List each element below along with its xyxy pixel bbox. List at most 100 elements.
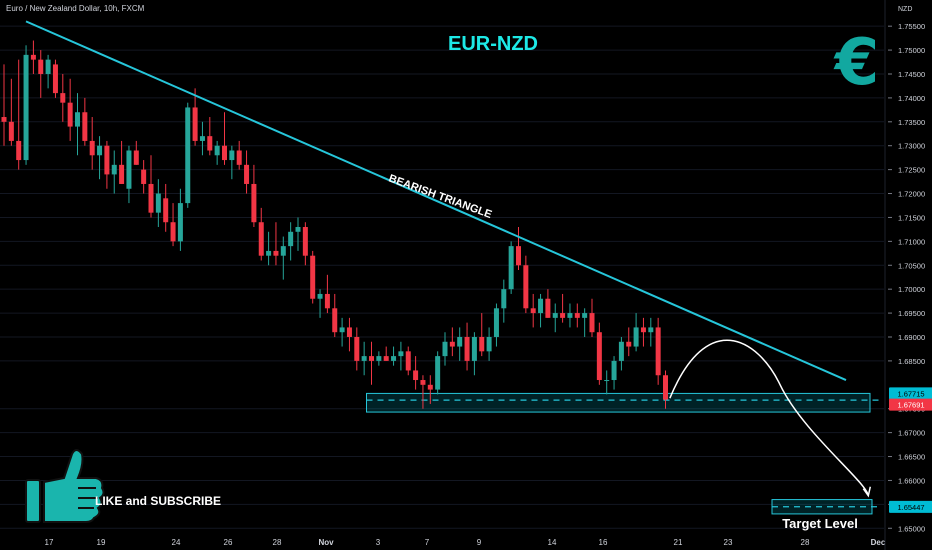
candle-body (545, 298, 551, 318)
candle-body (361, 356, 367, 361)
candle-body (604, 380, 610, 382)
euro-icon: € (833, 26, 880, 100)
y-tick-label: 1.66000 (898, 476, 925, 485)
x-tick-label: 26 (224, 538, 233, 547)
candle-body (449, 341, 455, 347)
candle-body (457, 336, 463, 347)
candle-body (75, 112, 80, 127)
x-tick-label: 24 (172, 538, 181, 547)
x-tick-label: 16 (599, 538, 608, 547)
candle-body (280, 246, 286, 256)
x-tick-label: 3 (376, 538, 381, 547)
candle-body (493, 308, 499, 337)
y-tick-label: 1.66500 (898, 453, 925, 462)
x-tick-label: 14 (548, 538, 557, 547)
candle-body (170, 222, 176, 242)
candle-body (464, 336, 470, 361)
chart-title: EUR-NZD (448, 33, 538, 55)
candle-body (67, 102, 73, 127)
y-tick-label: 1.65000 (898, 524, 925, 533)
x-tick-label: 7 (425, 538, 430, 547)
x-tick-label: Nov (318, 538, 334, 547)
x-tick-label: 21 (674, 538, 683, 547)
y-tick-label: 1.71000 (898, 237, 925, 246)
candle-body (266, 250, 272, 256)
candle-body (471, 336, 477, 361)
price-badge (889, 398, 932, 411)
y-tick-label: 1.70500 (898, 261, 925, 270)
candle-body (133, 150, 139, 165)
candle-body (89, 140, 95, 156)
candle-body (574, 313, 580, 318)
projection-path (669, 339, 870, 496)
thumbs-up-icon (25, 449, 105, 523)
candle-body (648, 327, 654, 333)
candle-body (435, 356, 441, 390)
candle-body (339, 327, 345, 333)
candle-body (516, 246, 521, 266)
target-label: Target Level (782, 516, 858, 531)
candle-body (30, 54, 36, 60)
candle-body (383, 356, 389, 361)
candle-body (376, 356, 382, 361)
support-zone (366, 392, 871, 413)
candle-body (38, 59, 44, 74)
candle-body (177, 203, 183, 242)
candle-body (163, 198, 169, 223)
candle-body (119, 164, 125, 184)
candle-body (442, 341, 448, 357)
candle-body (324, 293, 330, 309)
candle-body (655, 327, 661, 376)
candle-body (251, 183, 257, 223)
candle-body (560, 313, 566, 318)
candle-body (126, 150, 132, 189)
candle-body (244, 164, 250, 184)
candle-body (391, 356, 397, 361)
y-tick-label: 1.73500 (898, 118, 925, 127)
candle-body (288, 231, 294, 247)
y-tick-label: 1.69000 (898, 333, 925, 342)
candle-body (611, 360, 617, 381)
symbol-header: Euro / New Zealand Dollar, 10h, FXCM (6, 4, 145, 13)
candle-body (310, 255, 316, 299)
candle-body (207, 136, 213, 151)
candle-body (104, 145, 110, 175)
candle-body (369, 356, 374, 361)
candle-body (273, 250, 279, 256)
price-badge (889, 387, 932, 400)
y-tick-label: 1.67000 (898, 429, 925, 438)
candle-body (141, 169, 147, 184)
candle-body (596, 332, 602, 381)
x-tick-label: 9 (477, 538, 482, 547)
candle-body (530, 308, 536, 314)
candle-body (60, 93, 66, 103)
y-tick-label: 1.74000 (898, 94, 925, 103)
pattern-label: BEARISH TRIANGLE (387, 173, 493, 221)
currency-label: NZD (898, 6, 912, 13)
candle-body (582, 313, 588, 318)
candle-body (618, 341, 624, 361)
candle-body (538, 298, 544, 314)
trendline (25, 20, 847, 381)
candle-body (427, 384, 433, 390)
price-badge (889, 500, 932, 513)
y-tick-label: 1.75500 (898, 22, 925, 31)
candle-body (302, 227, 308, 256)
x-tick-label: 28 (273, 538, 282, 547)
candle-body (111, 164, 117, 175)
candle-body (52, 64, 58, 94)
candle-body (589, 313, 595, 333)
candle-body (567, 313, 573, 318)
candle-body (148, 183, 154, 213)
candle-body (23, 54, 29, 161)
candle-body (45, 59, 51, 74)
candle-body (405, 351, 411, 371)
candle-body (552, 313, 558, 318)
candle-body (199, 136, 205, 141)
candle-body (82, 112, 88, 141)
y-tick-label: 1.72500 (898, 166, 925, 175)
y-tick-label: 1.69500 (898, 309, 925, 318)
y-tick-label: 1.73000 (898, 142, 925, 151)
